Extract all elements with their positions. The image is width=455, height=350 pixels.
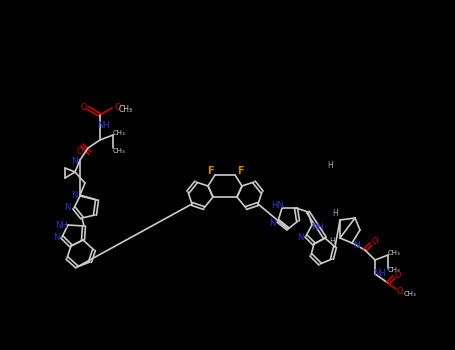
Text: N: N [64, 203, 70, 212]
Text: O: O [394, 271, 401, 280]
Text: CH₃: CH₃ [113, 130, 126, 136]
Text: CH₃: CH₃ [119, 105, 133, 113]
Text: NH: NH [55, 220, 67, 230]
Text: O: O [372, 238, 378, 246]
Text: H: H [327, 161, 333, 169]
Text: O: O [115, 104, 121, 112]
Text: N: N [353, 240, 359, 250]
Text: NH: NH [311, 223, 324, 231]
Text: F: F [207, 166, 213, 176]
Text: CH₃: CH₃ [113, 148, 126, 154]
Text: H: H [332, 209, 338, 217]
Text: N: N [297, 233, 303, 243]
Text: N: N [53, 233, 59, 243]
Text: N: N [71, 191, 77, 201]
Text: CH₃: CH₃ [388, 250, 400, 256]
Text: CH₃: CH₃ [388, 267, 400, 273]
Text: O: O [81, 104, 87, 112]
Text: N: N [71, 158, 78, 167]
Text: CH₃: CH₃ [404, 291, 416, 297]
Text: F: F [237, 166, 243, 176]
Text: NH: NH [374, 270, 386, 279]
Text: HN: HN [271, 202, 283, 210]
Text: N: N [269, 218, 275, 228]
Text: O: O [77, 147, 83, 155]
Text: O: O [397, 287, 403, 295]
Text: H: H [329, 237, 335, 245]
Text: NH: NH [96, 120, 109, 130]
